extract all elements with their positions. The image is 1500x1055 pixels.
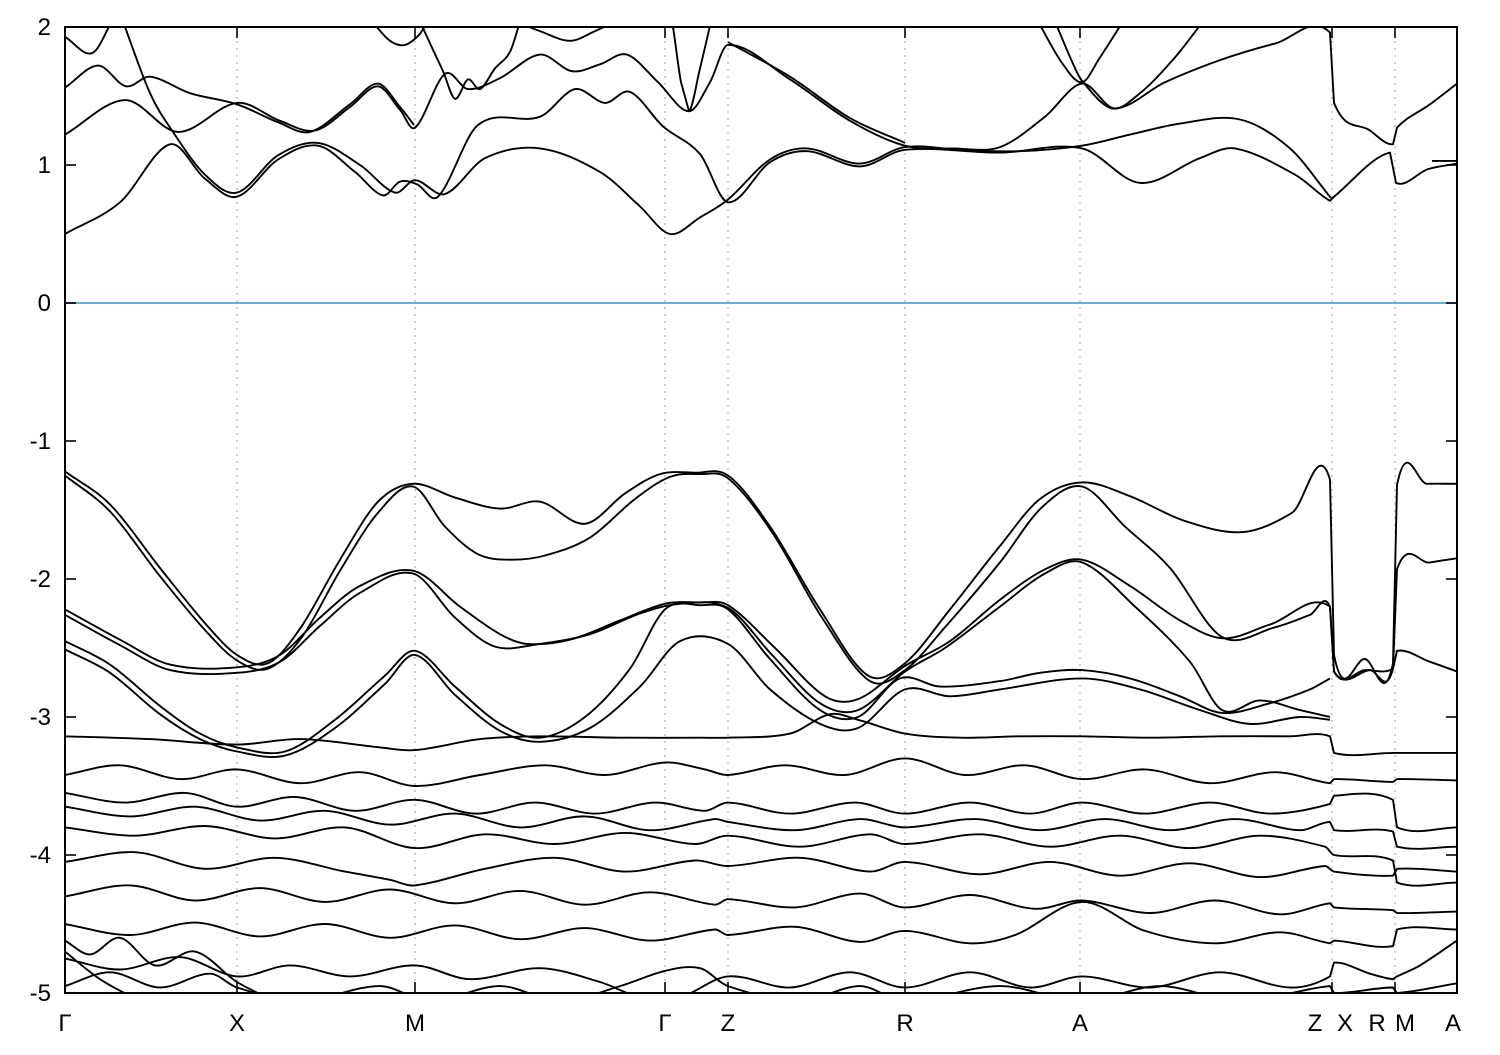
- band-curve: [65, 27, 110, 55]
- y-axis-tick-label: -1: [30, 428, 51, 455]
- bands: [65, 27, 1457, 993]
- tick-marks: [65, 26, 1457, 994]
- band-curve: [1056, 27, 1200, 110]
- y-axis-tick-label: -3: [30, 704, 51, 731]
- band-curve: [65, 757, 1457, 787]
- plot-border: [64, 26, 1458, 994]
- band-curve: [65, 884, 1457, 916]
- y-axis-tick-label: 1: [38, 152, 51, 179]
- k-point-label: A: [1072, 1010, 1088, 1037]
- band-curve: [65, 602, 1331, 755]
- k-point-label: M: [405, 1010, 425, 1037]
- k-point-label: X: [1337, 1010, 1353, 1037]
- k-point-label: Z: [721, 1010, 736, 1037]
- band-curve: [65, 966, 1457, 993]
- band-curve: [65, 950, 127, 993]
- band-curve: [65, 560, 1331, 718]
- gridlines: [236, 27, 1396, 993]
- band-curve: [65, 825, 1457, 887]
- y-axis-tick-label: -5: [30, 980, 51, 1007]
- band-curve: [65, 472, 1457, 685]
- band-curve: [65, 88, 1457, 235]
- band-curve: [421, 27, 520, 100]
- k-point-label: R: [896, 1010, 913, 1037]
- band-curve: [727, 41, 906, 144]
- k-point-label: A: [1445, 1010, 1461, 1037]
- k-point-label: M: [1395, 1010, 1415, 1037]
- band-curve: [65, 635, 1331, 758]
- band-curve: [526, 27, 607, 42]
- band-curve: [65, 712, 1457, 757]
- band-curve: [65, 939, 1457, 993]
- band-curve: [65, 27, 1457, 151]
- y-axis-tick-label: 0: [38, 290, 51, 317]
- k-point-label: Γ: [658, 1010, 671, 1037]
- band-curve: [65, 900, 1457, 948]
- band-curve: [65, 805, 1457, 850]
- k-point-label: Γ: [58, 1010, 71, 1037]
- band-curve: [375, 27, 426, 47]
- k-point-label: Z: [1308, 1010, 1323, 1037]
- y-axis-tick-label: -4: [30, 842, 51, 869]
- band-curve: [124, 27, 1332, 235]
- k-point-label: X: [229, 1010, 245, 1037]
- band-curve: [65, 791, 1457, 833]
- y-axis-tick-label: -2: [30, 566, 51, 593]
- band-curve: [65, 64, 415, 134]
- band-curve: [65, 461, 1457, 684]
- band-curve: [65, 558, 1457, 703]
- band-curve: [65, 936, 261, 993]
- k-point-label: R: [1368, 1010, 1385, 1037]
- band-curve: [65, 851, 1457, 887]
- band-curve: [672, 27, 711, 113]
- y-axis-tick-label: 2: [38, 14, 51, 41]
